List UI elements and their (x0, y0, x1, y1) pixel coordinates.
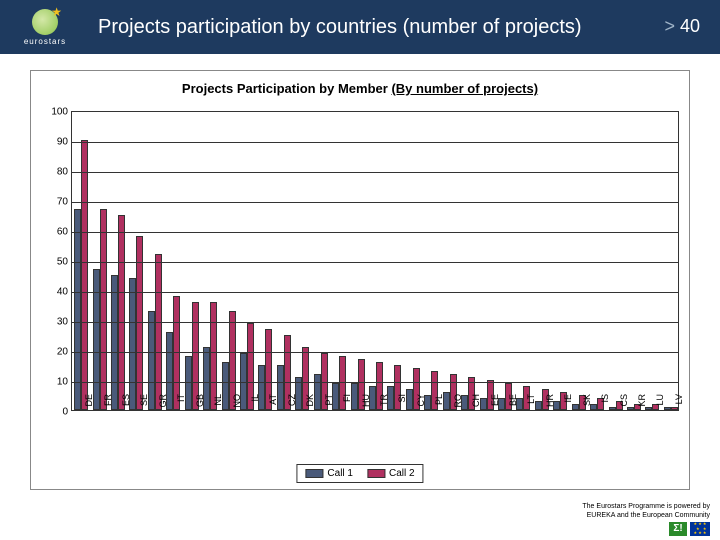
page-number-value: 40 (680, 16, 700, 36)
logo-globe-icon: ★ (32, 9, 58, 35)
bar (406, 389, 413, 410)
gridline (72, 292, 678, 293)
page-prefix: > (664, 16, 675, 36)
footer-line2: EUREKA and the European Community (582, 512, 710, 520)
eu-flag-icon: ★ ★ ★★ ★★ ★ ★ (690, 522, 710, 536)
legend-item-call2: Call 2 (367, 468, 415, 479)
bar (461, 395, 468, 410)
gridline (72, 322, 678, 323)
bar (81, 140, 88, 410)
eurostars-logo: ★ eurostars (0, 0, 90, 54)
bar (351, 383, 358, 410)
eureka-sigma-icon: Σ! (669, 522, 687, 536)
footer-line1: The Eurostars Programme is powered by (582, 503, 710, 511)
bar (387, 386, 394, 410)
chart-title-prefix: Projects Participation by Member (182, 81, 392, 96)
bar (93, 269, 100, 410)
bar (203, 347, 210, 410)
page-title: Projects participation by countries (num… (98, 16, 582, 39)
gridline (72, 202, 678, 203)
bar (332, 383, 339, 410)
bar (222, 362, 229, 410)
bar (166, 332, 173, 410)
bar (118, 215, 125, 410)
bar (314, 374, 321, 410)
bar (645, 407, 652, 410)
bar (424, 395, 431, 410)
gridline (72, 352, 678, 353)
gridline (72, 262, 678, 263)
legend-swatch-call2 (367, 469, 385, 478)
bar (627, 407, 634, 410)
bar (590, 404, 597, 410)
bar (572, 404, 579, 410)
bar (148, 311, 155, 410)
y-tick-label: 90 (42, 137, 68, 148)
y-tick-label: 0 (42, 407, 68, 418)
bar (498, 398, 505, 410)
legend-label-call1: Call 1 (327, 468, 353, 479)
y-tick-label: 60 (42, 227, 68, 238)
y-tick-label: 50 (42, 257, 68, 268)
logo-label: eurostars (24, 37, 66, 46)
gridline (72, 172, 678, 173)
chart-title: Projects Participation by Member (By num… (31, 71, 689, 102)
header-bar: ★ eurostars Projects participation by co… (0, 0, 720, 54)
chart-container: Projects Participation by Member (By num… (30, 70, 690, 490)
bar (258, 365, 265, 410)
legend-item-call1: Call 1 (305, 468, 353, 479)
chart-legend: Call 1 Call 2 (296, 464, 423, 483)
x-tick-label: LV (674, 394, 684, 424)
bar (480, 398, 487, 410)
chart-bars: DEFRESSEGRITGBNLNOILATCZDKPTFIHUTRSICYPL… (72, 112, 678, 410)
bar (535, 401, 542, 410)
bar (100, 209, 107, 410)
legend-swatch-call1 (305, 469, 323, 478)
y-tick-label: 70 (42, 197, 68, 208)
bar (74, 209, 81, 410)
bar (443, 392, 450, 410)
bar (553, 401, 560, 410)
logo-star-icon: ★ (51, 5, 62, 19)
bar (664, 407, 671, 410)
y-tick-label: 10 (42, 377, 68, 388)
gridline (72, 142, 678, 143)
y-tick-label: 20 (42, 347, 68, 358)
legend-label-call2: Call 2 (389, 468, 415, 479)
footer: The Eurostars Programme is powered by EU… (582, 503, 710, 536)
y-tick-label: 40 (42, 287, 68, 298)
bar (185, 356, 192, 410)
bar (609, 407, 616, 410)
bar (155, 254, 162, 410)
gridline (72, 232, 678, 233)
y-tick-label: 80 (42, 167, 68, 178)
bar (111, 275, 118, 410)
chart-plot: DEFRESSEGRITGBNLNOILATCZDKPTFIHUTRSICYPL… (71, 111, 679, 411)
footer-icons: Σ! ★ ★ ★★ ★★ ★ ★ (582, 522, 710, 536)
chart-title-underlined: (By number of projects) (391, 81, 538, 96)
bar (277, 365, 284, 410)
bar (129, 278, 136, 410)
bar (516, 398, 523, 410)
page-number: > 40 (664, 16, 700, 37)
gridline (72, 382, 678, 383)
y-tick-label: 30 (42, 317, 68, 328)
y-tick-label: 100 (42, 107, 68, 118)
bar (173, 296, 180, 410)
bar (369, 386, 376, 410)
